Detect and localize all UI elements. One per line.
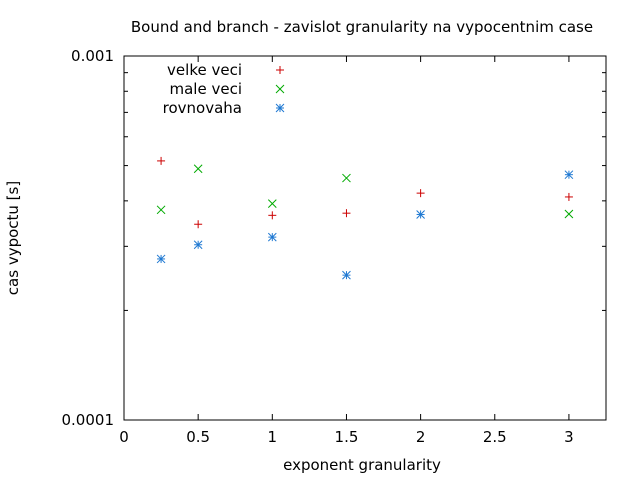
axis-tick-labels: 0 0.5 1 1.5 2 2.5 3 0.0001 0.001 xyxy=(62,47,574,446)
data-point xyxy=(564,170,574,180)
data-point xyxy=(267,199,277,208)
legend-marker xyxy=(275,84,285,94)
y-axis-label: cas vypoctu [s] xyxy=(4,181,22,295)
y-tick-label: 0.001 xyxy=(71,47,114,65)
legend-label: velke veci xyxy=(167,61,242,79)
axis-ticks xyxy=(123,55,606,421)
data-point xyxy=(342,270,351,280)
data-point xyxy=(193,240,203,250)
data-point xyxy=(156,205,166,215)
data-point xyxy=(194,220,203,229)
data-point xyxy=(156,254,166,264)
x-tick-label: 2.5 xyxy=(483,428,507,446)
x-axis-label: exponent granularity xyxy=(283,456,441,474)
data-point xyxy=(342,173,351,183)
x-tick-label: 0 xyxy=(119,428,129,446)
x-tick-label: 0.5 xyxy=(186,428,210,446)
legend-marker xyxy=(275,103,285,113)
chart-title: Bound and branch - zavislot granularity … xyxy=(131,18,593,36)
data-point xyxy=(267,232,277,242)
data-point xyxy=(342,209,351,218)
x-tick-label: 3 xyxy=(564,428,574,446)
data-point xyxy=(268,211,277,220)
data-points xyxy=(156,156,574,280)
plot-frame xyxy=(123,55,607,421)
y-tick-label: 0.0001 xyxy=(62,411,115,429)
x-tick-label: 1.5 xyxy=(335,428,359,446)
legend-marker xyxy=(276,66,284,74)
legend-label: rovnovaha xyxy=(163,99,242,117)
legend-label: male veci xyxy=(170,80,243,98)
data-point xyxy=(564,192,573,201)
x-tick-label: 1 xyxy=(268,428,278,446)
data-point xyxy=(564,209,574,219)
data-point xyxy=(416,210,425,219)
x-tick-label: 2 xyxy=(416,428,426,446)
data-point xyxy=(193,164,203,174)
data-point xyxy=(157,156,166,165)
data-point xyxy=(416,189,425,198)
